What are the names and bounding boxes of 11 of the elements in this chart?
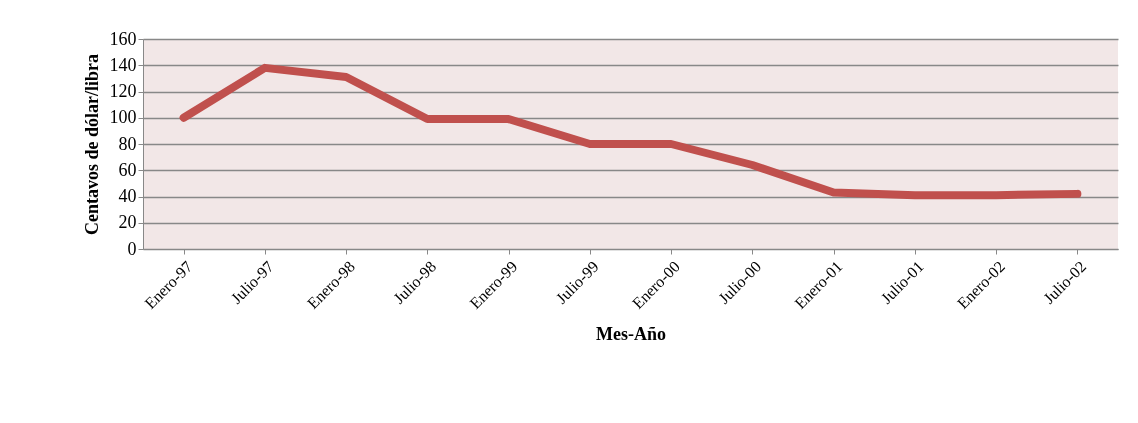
y-tick-label: 60	[118, 159, 137, 180]
y-tick-label: 20	[118, 212, 137, 233]
y-tick-label: 120	[109, 81, 137, 101]
y-tick-label: 40	[118, 186, 137, 206]
y-tick-label: 140	[109, 54, 137, 75]
y-tick-label: 100	[109, 107, 137, 128]
y-axis-title: Centavos de dólar/libra	[81, 53, 102, 236]
y-tick-label: 0	[127, 238, 137, 259]
y-tick-label: 160	[109, 28, 137, 49]
x-axis-title: Mes-Año	[596, 323, 666, 344]
y-tick-label: 80	[118, 133, 137, 154]
